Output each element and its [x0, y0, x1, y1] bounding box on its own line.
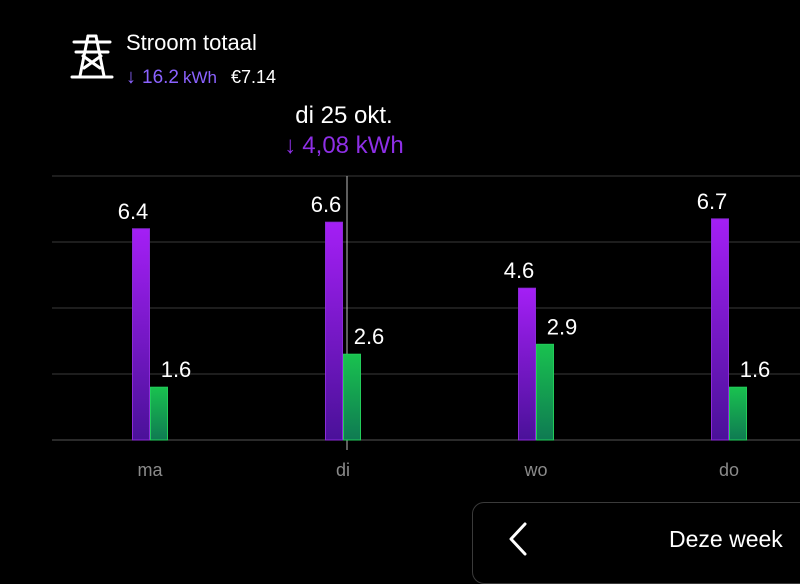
- data-label: 6.6: [311, 192, 342, 217]
- energy-bar-chart[interactable]: 6.4 1.6 ma 6.6 2.6 di 4.6 2.9 wo 6.7 1.6 do: [0, 0, 800, 500]
- tooltip-day: di 25 okt.: [295, 102, 393, 129]
- power-pylon-icon: [70, 34, 114, 79]
- down-arrow-icon: ↓: [284, 132, 297, 159]
- period-label: Deze week: [669, 526, 783, 552]
- bar-green: [343, 353, 361, 441]
- x-tick-label: do: [719, 460, 739, 480]
- selected-day-tooltip: di 25 okt. ↓ 4,08 kWh: [284, 102, 403, 160]
- data-label: 1.6: [740, 357, 771, 382]
- bar-green: [536, 343, 554, 441]
- data-label: 2.6: [354, 324, 385, 349]
- period-selector[interactable]: Deze week: [472, 502, 800, 584]
- bar-green: [150, 386, 168, 441]
- tooltip-value: ↓ 4,08 kWh: [284, 132, 403, 160]
- total-summary: ↓ 16.2 kWh €7.14: [126, 66, 276, 89]
- bar-green: [729, 386, 747, 441]
- bar-purple: [132, 228, 150, 441]
- data-label: 6.7: [697, 189, 728, 214]
- bar-purple: [518, 287, 536, 441]
- total-energy-unit: kWh: [182, 68, 217, 87]
- page-title: Stroom totaal: [126, 30, 257, 55]
- total-cost: €7.14: [230, 67, 277, 87]
- x-tick-label: wo: [523, 460, 547, 480]
- chevron-left-icon[interactable]: [507, 521, 529, 557]
- tooltip-value-text: 4,08 kWh: [302, 132, 404, 159]
- bar-purple: [711, 218, 729, 441]
- x-tick-label: ma: [137, 460, 163, 480]
- total-energy-value: 16.2: [142, 67, 179, 88]
- data-label: 4.6: [504, 258, 535, 283]
- x-tick-label: di: [336, 460, 350, 480]
- data-label: 6.4: [118, 199, 149, 224]
- down-arrow-icon: ↓: [126, 66, 136, 88]
- bar-purple: [325, 221, 343, 441]
- data-label: 2.9: [547, 314, 578, 339]
- data-label: 1.6: [161, 357, 192, 382]
